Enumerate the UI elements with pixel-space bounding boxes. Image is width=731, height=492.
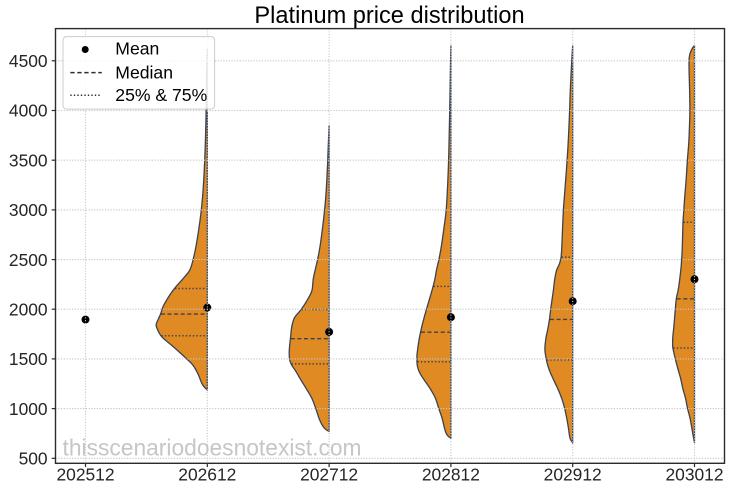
svg-text:4000: 4000 bbox=[9, 101, 48, 121]
svg-text:2000: 2000 bbox=[9, 299, 48, 319]
svg-text:202712: 202712 bbox=[300, 465, 358, 485]
svg-text:4500: 4500 bbox=[9, 51, 48, 71]
svg-text:500: 500 bbox=[19, 449, 48, 469]
svg-text:Median: Median bbox=[115, 62, 173, 82]
svg-text:3000: 3000 bbox=[9, 200, 48, 220]
svg-text:thisscenariodoesnotexist.com: thisscenariodoesnotexist.com bbox=[63, 434, 362, 460]
svg-text:1500: 1500 bbox=[9, 349, 48, 369]
svg-text:202612: 202612 bbox=[178, 465, 236, 485]
svg-text:203012: 203012 bbox=[665, 465, 723, 485]
svg-text:Mean: Mean bbox=[115, 39, 159, 59]
svg-text:3500: 3500 bbox=[9, 150, 48, 170]
svg-text:2500: 2500 bbox=[9, 250, 48, 270]
svg-text:Platinum price distribution: Platinum price distribution bbox=[254, 3, 524, 29]
svg-text:202912: 202912 bbox=[544, 465, 602, 485]
svg-text:1000: 1000 bbox=[9, 399, 48, 419]
svg-text:202512: 202512 bbox=[56, 465, 114, 485]
svg-text:25% & 75%: 25% & 75% bbox=[115, 85, 207, 105]
svg-text:202812: 202812 bbox=[422, 465, 480, 485]
